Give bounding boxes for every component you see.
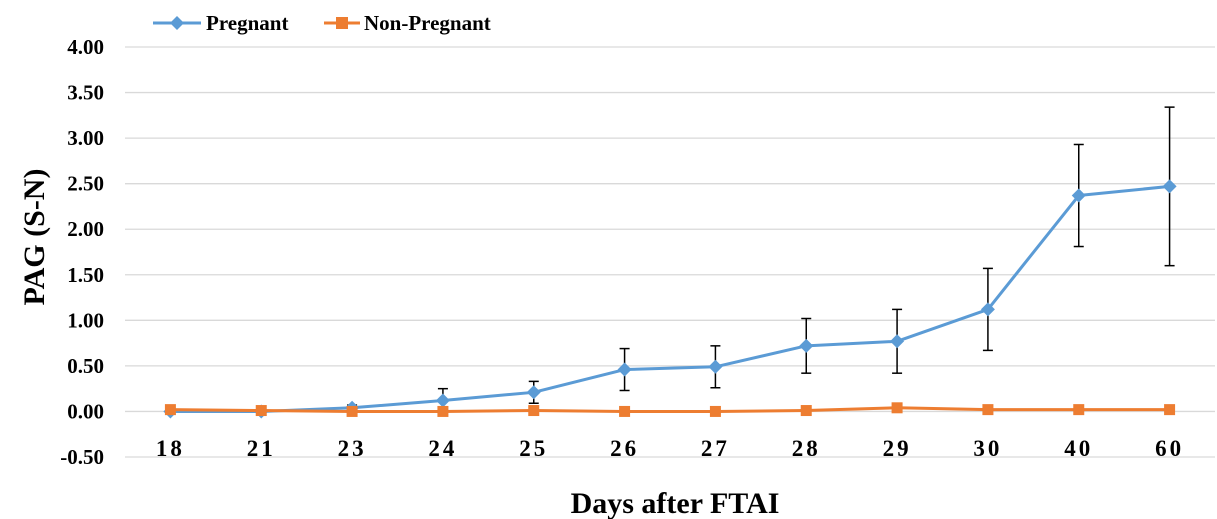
- data-point: [980, 302, 995, 317]
- data-point: [800, 405, 812, 417]
- y-tick-label: 4.00: [67, 35, 104, 59]
- legend: Pregnant Non-Pregnant: [153, 11, 491, 35]
- x-tick-label: 40: [1064, 436, 1093, 461]
- data-point: [255, 405, 267, 417]
- legend-item: Non-Pregnant: [324, 11, 491, 35]
- series-line: [170, 406, 1170, 413]
- y-tick-label: 1.50: [67, 263, 104, 287]
- data-point: [526, 385, 541, 400]
- x-tick-label: 26: [610, 436, 639, 461]
- y-tick-label: 3.50: [67, 81, 104, 105]
- legend-item: Pregnant: [153, 11, 288, 35]
- data-point: [891, 402, 903, 414]
- legend-marker: [170, 16, 184, 30]
- data-point: [799, 338, 814, 353]
- legend-label: Non-Pregnant: [364, 11, 491, 35]
- x-tick-label: 24: [428, 436, 457, 461]
- legend-label: Pregnant: [206, 11, 288, 35]
- data-point: [619, 405, 631, 417]
- data-point: [1073, 404, 1085, 416]
- data-point: [346, 405, 358, 417]
- data-point: [617, 362, 632, 377]
- x-tick-label: 28: [792, 436, 821, 461]
- data-series: [163, 106, 1177, 419]
- data-point: [982, 404, 994, 416]
- data-point: [1162, 179, 1177, 194]
- x-tick-label: 27: [701, 436, 730, 461]
- data-point: [435, 393, 450, 408]
- gridlines: [125, 46, 1215, 458]
- data-point: [164, 404, 176, 416]
- y-axis-title: PAG (S-N): [18, 169, 51, 306]
- data-point: [709, 405, 721, 417]
- y-tick-label: 2.50: [67, 172, 104, 196]
- x-tick-label: 60: [1155, 436, 1184, 461]
- y-tick-label: 0.50: [67, 354, 104, 378]
- series-line: [170, 184, 1170, 413]
- y-tick-label: -0.50: [60, 445, 104, 469]
- x-tick-label: 29: [883, 436, 912, 461]
- x-tick-label: 25: [519, 436, 548, 461]
- x-tick-label: 21: [247, 436, 276, 461]
- y-tick-label: 3.00: [67, 126, 104, 150]
- data-point: [708, 359, 723, 374]
- data-point: [1071, 188, 1086, 203]
- series-non-pregnant: [164, 402, 1176, 417]
- legend-marker: [336, 17, 348, 29]
- x-tick-labels: 18 21 23 24 25 26 27 28 29 30 40 60: [156, 436, 1184, 461]
- x-axis-title: Days after FTAI: [571, 487, 780, 519]
- series-pregnant: [163, 106, 1177, 419]
- y-tick-label: 2.00: [67, 217, 104, 241]
- y-tick-label: 1.00: [67, 308, 104, 332]
- y-tick-labels: -0.50 0.00 0.50 1.00 1.50 2.00 2.50 3.00 3.50 4.0…: [60, 35, 104, 469]
- data-point: [437, 405, 449, 417]
- data-point: [890, 334, 905, 349]
- y-tick-label: 0.00: [67, 399, 104, 423]
- x-tick-label: 30: [973, 436, 1002, 461]
- x-tick-label: 18: [156, 436, 185, 461]
- data-point: [1164, 404, 1176, 416]
- x-tick-label: 23: [338, 436, 367, 461]
- data-point: [528, 405, 540, 417]
